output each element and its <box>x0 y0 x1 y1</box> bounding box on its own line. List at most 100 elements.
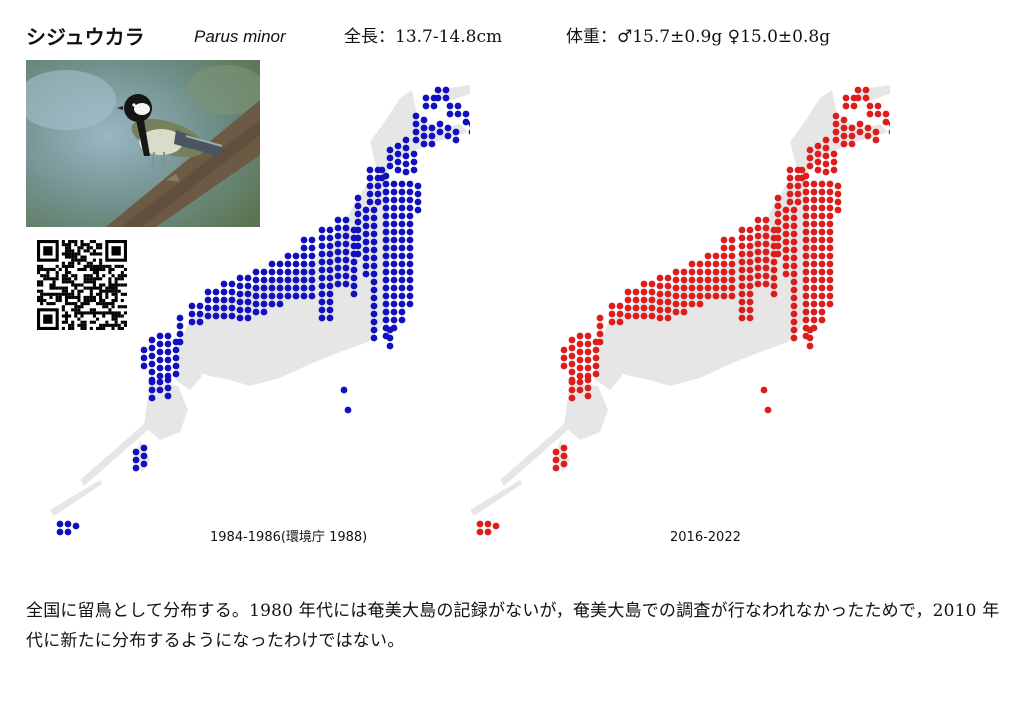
occurrence-dot <box>782 270 790 278</box>
occurrence-dot <box>252 284 260 292</box>
occurrence-dot <box>318 226 326 234</box>
occurrence-dot <box>760 386 768 394</box>
occurrence-dot <box>252 300 260 308</box>
occurrence-dot <box>402 152 410 160</box>
occurrence-dot <box>140 452 148 460</box>
occurrence-dot <box>818 260 826 268</box>
occurrence-dot <box>436 128 444 136</box>
occurrence-dot <box>584 356 592 364</box>
occurrence-dot <box>840 124 848 132</box>
occurrence-dot <box>390 244 398 252</box>
occurrence-dot <box>236 306 244 314</box>
occurrence-dot <box>370 222 378 230</box>
occurrence-dot <box>826 284 834 292</box>
occurrence-dot <box>252 276 260 284</box>
occurrence-dot <box>802 228 810 236</box>
occurrence-dot <box>386 162 394 170</box>
occurrence-dot <box>454 110 462 118</box>
occurrence-dot <box>56 520 64 528</box>
occurrence-dot <box>802 204 810 212</box>
occurrence-dot <box>342 232 350 240</box>
occurrence-dot <box>362 262 370 270</box>
occurrence-dot <box>656 282 664 290</box>
occurrence-dot <box>746 282 754 290</box>
occurrence-dot <box>790 214 798 222</box>
occurrence-dot <box>204 312 212 320</box>
occurrence-dot <box>656 314 664 322</box>
occurrence-dot <box>720 236 728 244</box>
occurrence-dot <box>318 298 326 306</box>
occurrence-dot <box>770 258 778 266</box>
occurrence-dot <box>560 354 568 362</box>
occurrence-dot <box>398 276 406 284</box>
occurrence-dot <box>746 266 754 274</box>
occurrence-dot <box>164 340 172 348</box>
occurrence-dot <box>268 276 276 284</box>
occurrence-dot <box>576 340 584 348</box>
occurrence-dot <box>406 252 414 260</box>
occurrence-dot <box>228 296 236 304</box>
occurrence-dot <box>292 252 300 260</box>
occurrence-dot <box>220 312 228 320</box>
occurrence-dot <box>576 348 584 356</box>
occurrence-dot <box>790 262 798 270</box>
occurrence-dot <box>568 394 576 402</box>
land-area <box>178 180 392 386</box>
occurrence-dot <box>802 188 810 196</box>
occurrence-dot <box>300 284 308 292</box>
occurrence-dot <box>680 268 688 276</box>
occurrence-dot <box>268 292 276 300</box>
occurrence-dot <box>370 286 378 294</box>
occurrence-dot <box>156 340 164 348</box>
occurrence-dot <box>794 166 802 174</box>
occurrence-dot <box>308 268 316 276</box>
occurrence-dot <box>728 276 736 284</box>
occurrence-dot <box>888 128 896 136</box>
occurrence-dot <box>840 132 848 140</box>
distribution-map-1984-1986 <box>40 80 476 540</box>
occurrence-dot <box>584 340 592 348</box>
occurrence-dot <box>244 314 252 322</box>
occurrence-dot <box>164 364 172 372</box>
occurrence-dot <box>390 212 398 220</box>
qr-code[interactable] <box>37 240 127 330</box>
occurrence-dot <box>782 246 790 254</box>
occurrence-dot <box>176 322 184 330</box>
occurrence-dot <box>624 288 632 296</box>
occurrence-dot <box>832 136 840 144</box>
occurrence-dot <box>354 194 362 202</box>
occurrence-dot <box>350 282 358 290</box>
occurrence-dot <box>632 288 640 296</box>
occurrence-dot <box>300 244 308 252</box>
occurrence-dot <box>818 300 826 308</box>
occurrence-dot <box>252 292 260 300</box>
occurrence-dot <box>790 230 798 238</box>
occurrence-dot <box>140 354 148 362</box>
occurrence-dot <box>762 256 770 264</box>
occurrence-dot <box>680 292 688 300</box>
occurrence-dot <box>648 288 656 296</box>
occurrence-dot <box>640 296 648 304</box>
occurrence-dot <box>406 276 414 284</box>
occurrence-dot <box>284 292 292 300</box>
occurrence-dot <box>428 124 436 132</box>
occurrence-dot <box>382 212 390 220</box>
occurrence-dot <box>64 520 72 528</box>
occurrence-dot <box>770 274 778 282</box>
occurrence-dot <box>640 280 648 288</box>
occurrence-dot <box>276 260 284 268</box>
occurrence-dot <box>204 288 212 296</box>
bird-photo <box>26 60 260 227</box>
occurrence-dot <box>802 300 810 308</box>
occurrence-dot <box>822 136 830 144</box>
occurrence-dot <box>802 292 810 300</box>
occurrence-dot <box>802 172 810 180</box>
occurrence-dot <box>866 102 874 110</box>
occurrence-dot <box>390 220 398 228</box>
occurrence-dot <box>446 110 454 118</box>
occurrence-dot <box>204 296 212 304</box>
occurrence-dot <box>826 180 834 188</box>
occurrence-dot <box>592 354 600 362</box>
occurrence-dot <box>318 234 326 242</box>
occurrence-dot <box>786 166 794 174</box>
